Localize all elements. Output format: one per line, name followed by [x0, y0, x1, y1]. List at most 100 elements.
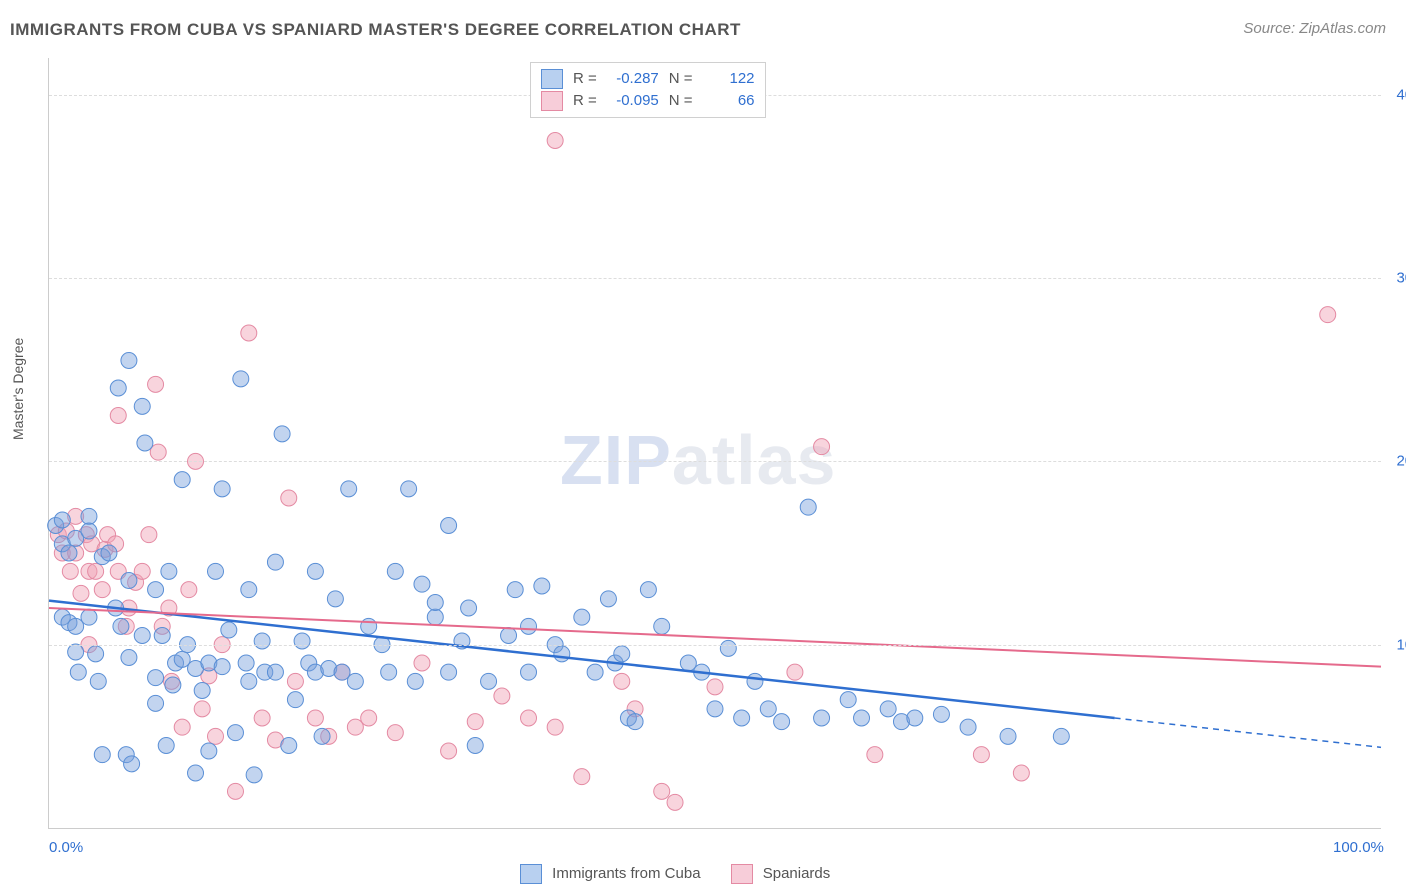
data-point [547, 133, 563, 149]
data-point [720, 640, 736, 656]
data-point [814, 439, 830, 455]
data-point [137, 435, 153, 451]
y-tick-label: 30.0% [1389, 270, 1406, 287]
data-point [221, 622, 237, 638]
data-point [667, 794, 683, 810]
data-point [1053, 728, 1069, 744]
legend-swatch-spaniards [731, 864, 753, 884]
data-point [68, 618, 84, 634]
legend-label-cuba: Immigrants from Cuba [552, 865, 700, 882]
data-point [407, 673, 423, 689]
data-point [854, 710, 870, 726]
data-point [347, 673, 363, 689]
data-point [707, 701, 723, 717]
corr-swatch-spaniards [541, 91, 563, 111]
data-point [347, 719, 363, 735]
n-value-cuba: 122 [703, 68, 755, 90]
data-point [467, 714, 483, 730]
data-point [148, 582, 164, 598]
data-point [654, 618, 670, 634]
data-point [121, 353, 137, 369]
data-point [461, 600, 477, 616]
data-point [70, 664, 86, 680]
data-point [414, 655, 430, 671]
data-point [101, 545, 117, 561]
data-point [521, 618, 537, 634]
data-point [90, 673, 106, 689]
data-point [614, 646, 630, 662]
legend-label-spaniards: Spaniards [763, 865, 831, 882]
data-point [707, 679, 723, 695]
data-point [521, 710, 537, 726]
corr-swatch-cuba [541, 69, 563, 89]
data-point [227, 783, 243, 799]
x-tick-label: 100.0% [1333, 839, 1384, 856]
data-point [62, 563, 78, 579]
data-point [1320, 307, 1336, 323]
data-point [246, 767, 262, 783]
data-point [194, 683, 210, 699]
data-point [521, 664, 537, 680]
gridline [49, 278, 1381, 279]
data-point [774, 714, 790, 730]
data-point [174, 719, 190, 735]
data-point [124, 756, 140, 772]
data-point [760, 701, 776, 717]
data-point [94, 582, 110, 598]
data-point [154, 628, 170, 644]
data-point [401, 481, 417, 497]
data-point [427, 609, 443, 625]
r-label: R = [573, 90, 597, 112]
data-point [307, 710, 323, 726]
r-value-spaniards: -0.095 [607, 90, 659, 112]
data-point [81, 523, 97, 539]
corr-row-spaniards: R = -0.095 N = 66 [541, 90, 755, 112]
data-point [148, 670, 164, 686]
data-point [800, 499, 816, 515]
y-axis-title: Master's Degree [10, 338, 26, 440]
data-point [387, 725, 403, 741]
data-point [241, 582, 257, 598]
data-point [110, 408, 126, 424]
data-point [287, 673, 303, 689]
data-point [627, 714, 643, 730]
data-point [161, 563, 177, 579]
data-point [110, 380, 126, 396]
source-link[interactable]: ZipAtlas.com [1299, 20, 1386, 37]
data-point [81, 609, 97, 625]
data-point [121, 650, 137, 666]
data-point [148, 695, 164, 711]
data-point [507, 582, 523, 598]
data-point [654, 783, 670, 799]
chart-title: IMMIGRANTS FROM CUBA VS SPANIARD MASTER'… [10, 20, 741, 40]
data-point [165, 677, 181, 693]
data-point [907, 710, 923, 726]
data-point [134, 563, 150, 579]
r-label: R = [573, 68, 597, 90]
data-point [1013, 765, 1029, 781]
data-point [494, 688, 510, 704]
data-point [194, 701, 210, 717]
data-point [174, 651, 190, 667]
data-point [574, 609, 590, 625]
data-point [840, 692, 856, 708]
data-point [227, 725, 243, 741]
data-point [414, 576, 430, 592]
data-point [174, 472, 190, 488]
data-point [201, 743, 217, 759]
data-point [387, 563, 403, 579]
data-point [267, 664, 283, 680]
data-point [341, 481, 357, 497]
data-point [214, 659, 230, 675]
n-label: N = [669, 68, 693, 90]
data-point [281, 490, 297, 506]
data-point [121, 573, 137, 589]
data-point [334, 664, 350, 680]
legend-swatch-cuba [520, 864, 542, 884]
source-attribution: Source: ZipAtlas.com [1243, 20, 1386, 37]
data-point [534, 578, 550, 594]
data-point [81, 508, 97, 524]
y-tick-label: 40.0% [1389, 86, 1406, 103]
data-point [1000, 728, 1016, 744]
corr-row-cuba: R = -0.287 N = 122 [541, 68, 755, 90]
